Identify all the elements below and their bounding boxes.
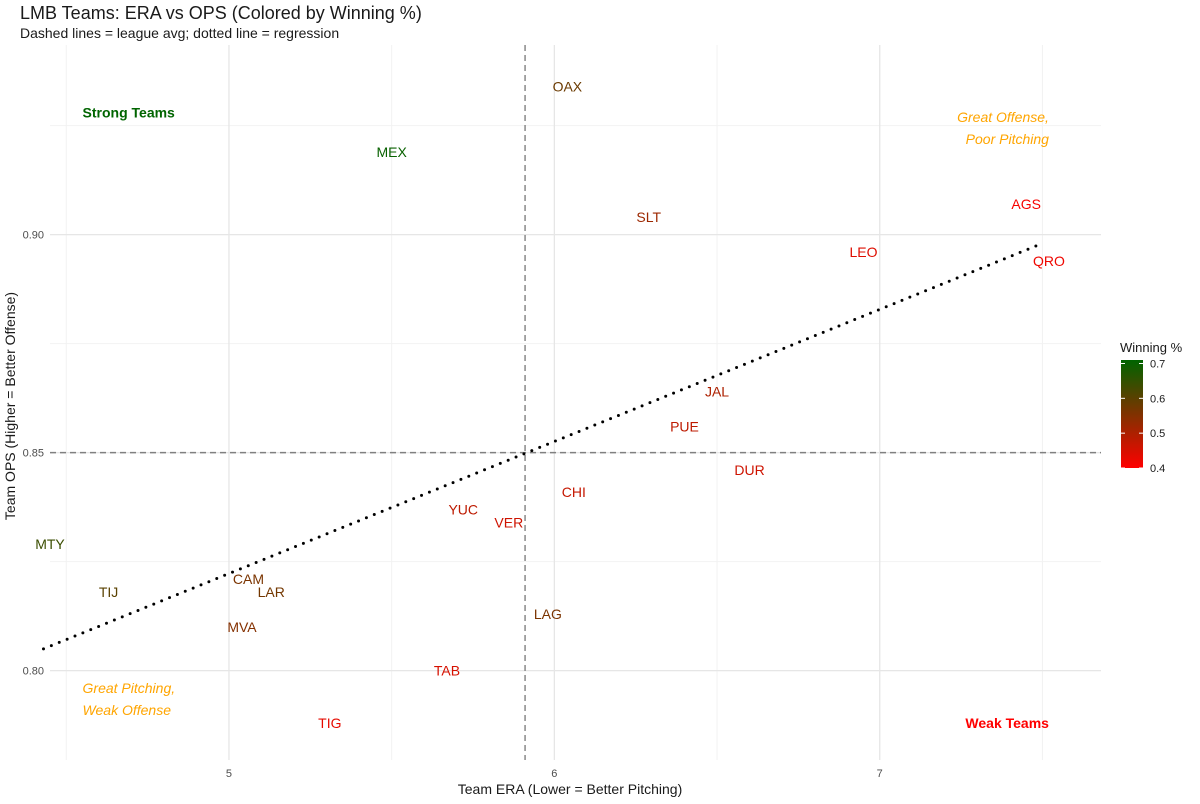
quadrant-annotation: Great Pitching, <box>83 680 176 696</box>
legend-colorbar <box>1121 360 1143 468</box>
legend: Winning % 0.4 0.5 0.6 0.7 <box>1120 340 1183 475</box>
quadrant-annotation: Strong Teams <box>83 105 176 121</box>
team-label-chi: CHI <box>562 484 586 500</box>
team-label-pue: PUE <box>670 418 699 434</box>
quadrant-annotation: Weak Offense <box>83 702 172 718</box>
chart-title: LMB Teams: ERA vs OPS (Colored by Winnin… <box>20 3 422 23</box>
y-tick-label: 0.85 <box>23 448 44 460</box>
team-label-oax: OAX <box>553 78 583 94</box>
team-label-dur: DUR <box>734 462 764 478</box>
regression-line <box>41 241 1044 651</box>
quadrant-annotation: Weak Teams <box>965 715 1049 731</box>
team-label-cam: CAM <box>233 571 264 587</box>
x-tick-label: 7 <box>877 768 883 780</box>
team-label-tij: TIJ <box>99 584 118 600</box>
quadrant-annotation: Great Offense, <box>957 109 1049 125</box>
y-tick-label: 0.90 <box>23 230 44 242</box>
axis-ticks: 5 6 7 0.80 0.85 0.90 <box>23 230 883 780</box>
y-axis-title: Team OPS (Higher = Better Offense) <box>2 292 18 520</box>
team-label-slt: SLT <box>636 209 661 225</box>
x-axis-title: Team ERA (Lower = Better Pitching) <box>458 781 683 797</box>
x-tick-label: 6 <box>551 768 557 780</box>
x-tick-label: 5 <box>226 768 232 780</box>
y-tick-label: 0.80 <box>23 666 44 678</box>
quadrant-annotation: Poor Pitching <box>966 131 1049 147</box>
team-label-tig: TIG <box>318 715 341 731</box>
team-label-jal: JAL <box>705 384 729 400</box>
legend-tick-label: 0.5 <box>1150 428 1165 440</box>
team-label-mva: MVA <box>227 619 257 635</box>
reference-lines <box>41 45 1101 760</box>
legend-tick-label: 0.7 <box>1150 358 1165 370</box>
team-label-ags: AGS <box>1011 196 1041 212</box>
team-labels: OAX MEX SLT AGS LEO QRO JAL PUE DUR CHI YUC VER MTY C… <box>35 78 1065 731</box>
legend-ticks: 0.4 0.5 0.6 0.7 <box>1121 358 1165 475</box>
team-label-yuc: YUC <box>448 501 478 517</box>
team-label-leo: LEO <box>849 244 877 260</box>
legend-tick-label: 0.4 <box>1150 463 1165 475</box>
team-label-mty: MTY <box>35 536 65 552</box>
chart-subtitle: Dashed lines = league avg; dotted line =… <box>20 25 340 41</box>
legend-tick-label: 0.6 <box>1150 393 1165 405</box>
legend-title: Winning % <box>1120 340 1183 355</box>
team-label-mex: MEX <box>376 144 407 160</box>
team-label-lag: LAG <box>534 606 562 622</box>
quadrant-annotations: Strong Teams Great Offense, Poor Pitching G… <box>83 105 1050 731</box>
team-label-ver: VER <box>494 514 523 530</box>
team-label-tab: TAB <box>434 663 460 679</box>
team-label-qro: QRO <box>1033 253 1065 269</box>
team-label-lar: LAR <box>258 584 285 600</box>
grid <box>50 45 1101 760</box>
